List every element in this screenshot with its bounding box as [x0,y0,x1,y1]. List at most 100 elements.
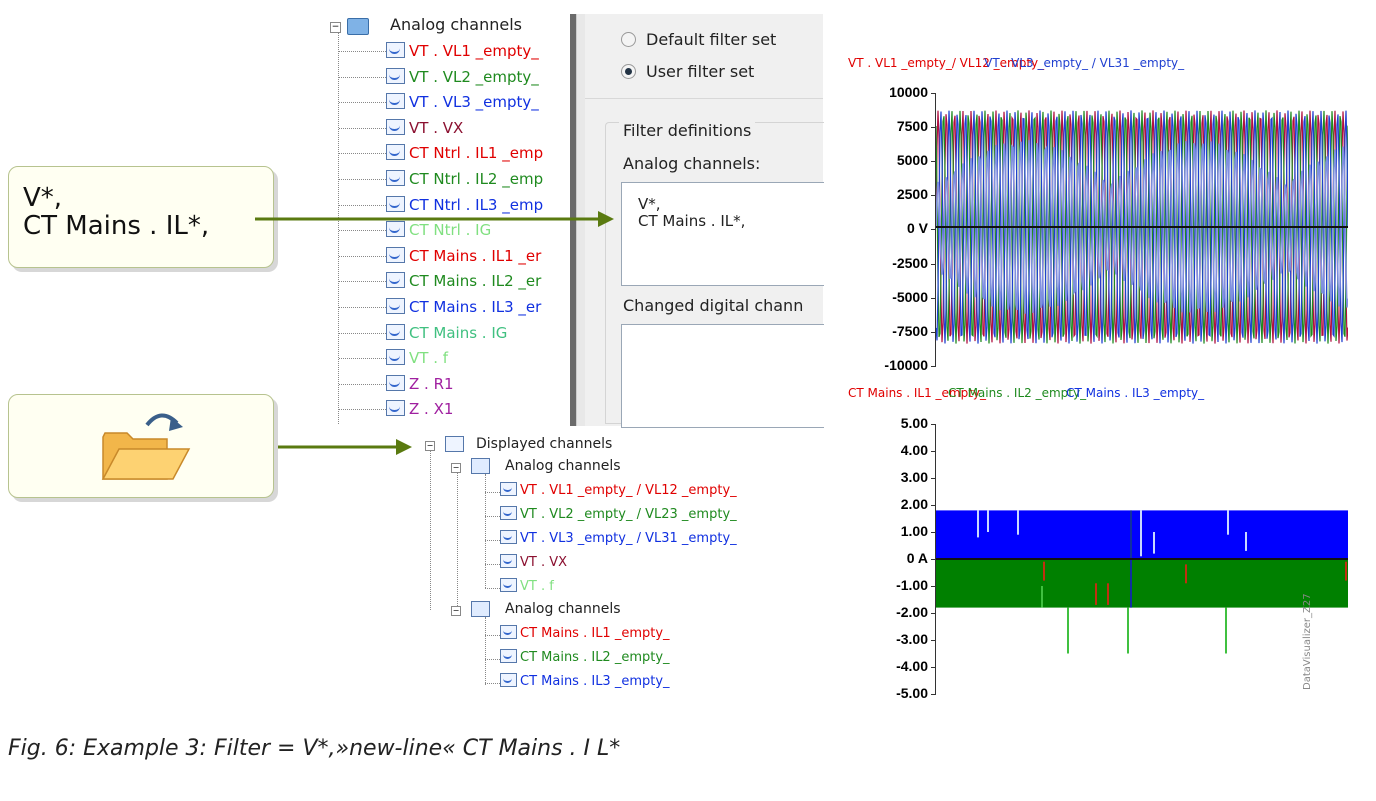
displayed-item[interactable]: CT Mains . IL2 _empty_ [500,649,670,667]
channel-label: CT Mains . IL3 _empty_ [520,674,670,689]
channel-label: VT . VL3 _empty_ / VL31 _empty_ [520,531,737,546]
top-tree-item[interactable]: VT . VL3 _empty_ [386,92,539,112]
channel-label: VT . VL1 _empty_ / VL12 _empty_ [520,483,737,498]
radio-default-label: Default filter set [646,30,777,49]
channel-icon [500,578,517,592]
channel-icon [500,554,517,568]
top-tree-item[interactable]: CT Ntrl . IL2 _emp [386,169,543,189]
collapse-toggle-icon[interactable]: − [330,22,341,33]
radio-user-icon[interactable] [621,64,636,79]
channel-icon [386,93,405,110]
channel-icon [386,118,405,135]
il2-band [936,559,1348,608]
radio-user[interactable]: User filter set [621,62,754,81]
group1-toggle-icon[interactable]: − [451,463,461,473]
radio-default[interactable]: Default filter set [621,30,776,49]
top-tree-root-label[interactable]: Analog channels [390,15,523,34]
y-tick-mark [931,505,936,506]
y-tick-label: 5000 [896,152,928,169]
callout-line1: V*, [23,183,63,213]
channel-icon [386,170,405,186]
folder-open-icon [347,18,369,35]
top-tree-item[interactable]: VT . VL2 _empty_ [386,67,539,87]
y-tick-label: -3.00 [896,631,928,647]
analog-filter-textarea[interactable]: V*, CT Mains . IL*, [621,182,824,286]
top-tree-item[interactable]: Z . R1 [386,374,454,394]
figure-caption: Fig. 6: Example 3: Filter = V*,»new-line… [8,736,621,761]
channel-icon [500,649,517,663]
top-tree-item[interactable]: VT . VX [386,118,463,138]
top-tree-item[interactable]: CT Ntrl . IL1 _emp [386,143,543,163]
digital-filter-textarea[interactable] [621,324,824,428]
displayed-item[interactable]: VT . VL1 _empty_ / VL12 _empty_ [500,482,737,500]
top-tree-item[interactable]: CT Ntrl . IL3 _emp [386,195,543,215]
channel-icon [500,506,517,520]
y-tick-label: -7500 [892,322,928,339]
radio-default-icon[interactable] [621,32,636,47]
y-tick-label: 0 A [906,550,928,566]
y-tick-mark [931,586,936,587]
channel-label: CT Mains . IG [409,323,508,342]
channel-icon [500,482,517,496]
group2-label[interactable]: Analog channels [505,601,621,617]
channel-icon [500,673,517,687]
y-tick-label: -4.00 [896,658,928,674]
displayed-item[interactable]: CT Mains . IL3 _empty_ [500,673,670,691]
filter-callout: V*, CT Mains . IL*, [8,166,274,268]
y-tick-label: 0 V [906,220,928,237]
y-tick-label: -1.00 [896,577,928,593]
displayed-item[interactable]: CT Mains . IL1 _empty_ [500,625,670,643]
y-tick-label: 2.00 [900,496,928,512]
y-tick-mark [931,559,936,560]
channel-icon [386,144,405,161]
displayed-item[interactable]: VT . f [500,578,554,596]
channel-icon [386,42,405,58]
channel-icon [386,67,405,84]
top-tree-item[interactable]: CT Mains . IL1 _er [386,246,541,266]
displayed-channels-icon [445,436,464,452]
group2-toggle-icon[interactable]: − [451,606,461,616]
y-tick-label: 10000 [889,84,928,100]
y-tick-label: -2.00 [896,604,928,620]
radio-user-label: User filter set [646,62,755,81]
top-tree-item[interactable]: CT Mains . IG [386,323,507,343]
channel-icon [386,246,405,263]
y-tick-mark [931,297,936,299]
group1-label[interactable]: Analog channels [505,458,621,474]
channel-label: VT . VX [520,555,568,570]
channel-icon [386,323,405,340]
channel-label: VT . VX [409,118,464,137]
top-tree-item[interactable]: VT . f [386,348,448,368]
voltage-series-line [936,140,1348,314]
y-axis [935,93,936,366]
top-tree-item[interactable]: CT Ntrl . IG [386,220,491,240]
channel-label: CT Mains . IL2 _empty_ [520,650,670,665]
channel-label: VT . f [409,349,449,368]
analog-filter-line1: V*, [638,195,661,213]
channel-label: Z . X1 [409,400,454,419]
top-tree-item[interactable]: CT Mains . IL3 _er [386,297,541,317]
top-tree-item[interactable]: CT Mains . IL2 _er [386,271,541,291]
top-tree-item[interactable]: Z . X1 [386,399,453,419]
channel-label: VT . VL3 _empty_ [409,93,539,112]
y-tick-mark [931,451,936,452]
analog-filter-line2: CT Mains . IL*, [638,212,746,230]
channel-label: CT Mains . IL2 _er [409,272,542,291]
current-legend-item: CT Mains . IL2 _empty_ [948,386,1087,400]
displayed-item[interactable]: VT . VX [500,554,567,572]
y-axis [935,424,936,694]
y-tick-mark [931,127,936,129]
displayed-item[interactable]: VT . VL3 _empty_ / VL31 _empty_ [500,530,737,548]
channel-label: CT Ntrl . IL3 _emp [409,195,544,214]
channel-icon [386,195,405,212]
y-tick-label: 5.00 [900,415,928,431]
channel-icon [386,221,405,238]
y-tick-mark [931,365,936,367]
current-legend-item: CT Mains . IL3 _empty_ [1066,386,1205,400]
channel-label: CT Ntrl . IG [409,221,492,240]
displayed-root-label[interactable]: Displayed channels [476,436,613,452]
top-tree-item[interactable]: VT . VL1 _empty_ [386,41,539,61]
current-chart-legend: CT Mains . IL1 _empty_CT Mains . IL2 _em… [848,386,1204,400]
displayed-item[interactable]: VT . VL2 _empty_ / VL23 _empty_ [500,506,737,524]
